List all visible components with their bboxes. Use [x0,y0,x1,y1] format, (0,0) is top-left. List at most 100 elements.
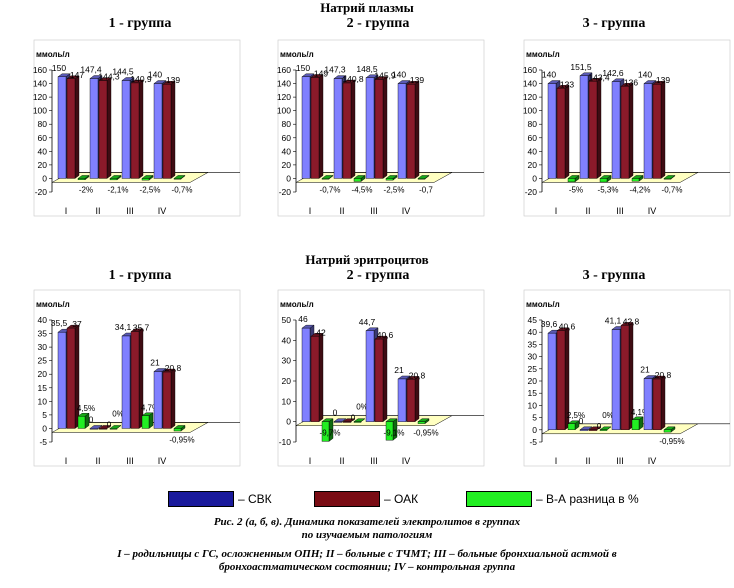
y-tick-label: 10 [38,396,48,406]
y-tick-label: 0 [42,173,47,183]
data-label-diff-I: -9,7% [320,429,341,438]
bar-svk-IV-front [643,378,653,430]
data-label-diff-IV: -0,95% [169,435,194,444]
bar-svk-IV-front [153,83,163,179]
y-tick-label: 15 [38,383,48,393]
bar-oak-IV-side [660,80,666,179]
data-label-diff-I: -2% [79,185,93,194]
bar-oak-I-side [318,332,324,423]
y-tick-label: 60 [282,133,292,143]
data-label-diff-III: 4,7% [141,404,159,413]
bar-diff-II-front [353,178,362,182]
bar-diff-IV [663,426,676,433]
bar-oak-II-side [596,77,602,179]
bar-oak-I [310,332,324,423]
y-tick-label: 100 [33,106,47,116]
y-tick-label: 10 [282,396,292,406]
bar-oak-IV-side [414,80,420,179]
chart-frame [523,39,731,217]
bar-oak-III [620,321,634,431]
data-label-oak-I: 147 [70,70,84,80]
bar-oak-II-front [588,429,598,431]
bar-oak-I-side [74,75,80,179]
y-tick-label: 5 [532,413,537,423]
bar-diff-IV [663,175,676,180]
y-tick-label: 120 [523,92,537,102]
data-label-svk-III: 148,5 [356,64,378,74]
x-tick-label-II: II [95,456,100,466]
data-label-oak-IV: 20,8 [165,363,182,373]
bar-diff-III-front [141,178,150,181]
data-label-diff-III: -2,5% [384,185,405,194]
bar-svk-III-front [365,330,375,422]
bar-svk-II-front [579,429,589,431]
y-tick-label: 40 [528,146,538,156]
data-label-oak-II: 0 [597,421,602,431]
bar-oak-IV-side [414,375,420,423]
data-label-svk-II: 0 [89,414,94,424]
data-label-svk-III: 142,6 [602,68,624,78]
plasma-section-title: Натрий плазмы [320,0,414,15]
data-label-oak-II: 144,3 [98,72,120,82]
bar-oak-III-side [138,328,144,429]
bar-oak-I-front [66,327,76,429]
data-label-oak-III: 35,7 [133,323,150,333]
bar-diff-II [599,175,612,183]
bar-diff-I [77,412,90,429]
bar-oak-I-front [310,336,320,422]
bar-oak-I-front [556,330,566,431]
data-label-svk-IV: 140 [148,70,162,80]
bar-diff-I-front [567,178,576,183]
x-tick-label-I: I [555,206,558,216]
bar-diff-IV [417,175,430,180]
y-tick-label: 20 [282,376,292,386]
legend-label-diff: – В-А разница в % [536,492,639,506]
x-tick-label-II: II [339,206,344,216]
y-tick-label: 100 [277,106,291,116]
legend-item-svk: – СВК [168,490,272,508]
bar-oak-II [588,426,602,431]
data-label-oak-III: 140,9 [130,74,152,84]
legend-swatch-svk [168,491,234,507]
data-label-oak-IV: 139 [410,75,424,85]
bar-diff-II [353,175,366,182]
y-tick-label: 30 [528,352,538,362]
data-label-oak-I: 42 [316,327,326,337]
data-label-oak-IV: 20,8 [409,370,426,380]
bar-diff-II-front [599,429,608,431]
y-tick-label: 5 [42,410,47,420]
x-tick-label-I: I [65,206,68,216]
data-label-oak-II: 143,4 [588,72,610,82]
bar-oak-IV [652,80,666,179]
y-tick-label: 120 [277,92,291,102]
bar-svk-II-front [89,428,99,430]
bar-diff-II-front [109,178,118,181]
bar-oak-III-side [382,76,388,179]
erythrocyte-group-3-chart: 45 40 35 30 25 20 15 10 5 0 -5 ммоль/л 39,6 40,6 2,5% I… [523,289,731,467]
bar-oak-III-side [138,79,144,179]
x-tick-label-III: III [616,206,624,216]
plasma-group-3-chart: 160 140 120 100 80 60 40 20 0 -20 ммоль/л 140 133 -5%… [523,39,731,217]
bar-svk-II-front [579,75,589,179]
bar-oak-II [588,77,602,179]
y-tick-label: 140 [523,79,537,89]
y-tick-label: 80 [528,119,538,129]
bar-oak-II [342,79,356,179]
bar-svk-II-front [333,421,343,423]
bar-svk-IV-front [397,83,407,179]
data-label-diff-IV: -0,95% [413,429,438,438]
y-tick-label: 40 [282,335,292,345]
y-tick-label: 0 [532,425,537,435]
data-label-svk-II: 147,3 [324,65,346,75]
x-tick-label-II: II [339,456,344,466]
data-label-oak-IV: 20,8 [655,370,672,380]
data-label-oak-III: 42,8 [623,316,640,326]
data-label-svk-I: 150 [296,63,310,73]
y-tick-label: 160 [33,65,47,75]
bar-svk-II-front [89,78,99,179]
bar-svk-II [579,426,593,431]
y-tick-label: 40 [38,146,48,156]
bar-oak-II-front [98,80,108,179]
bar-diff-IV [173,425,186,432]
data-label-svk-I: 140 [542,70,556,80]
